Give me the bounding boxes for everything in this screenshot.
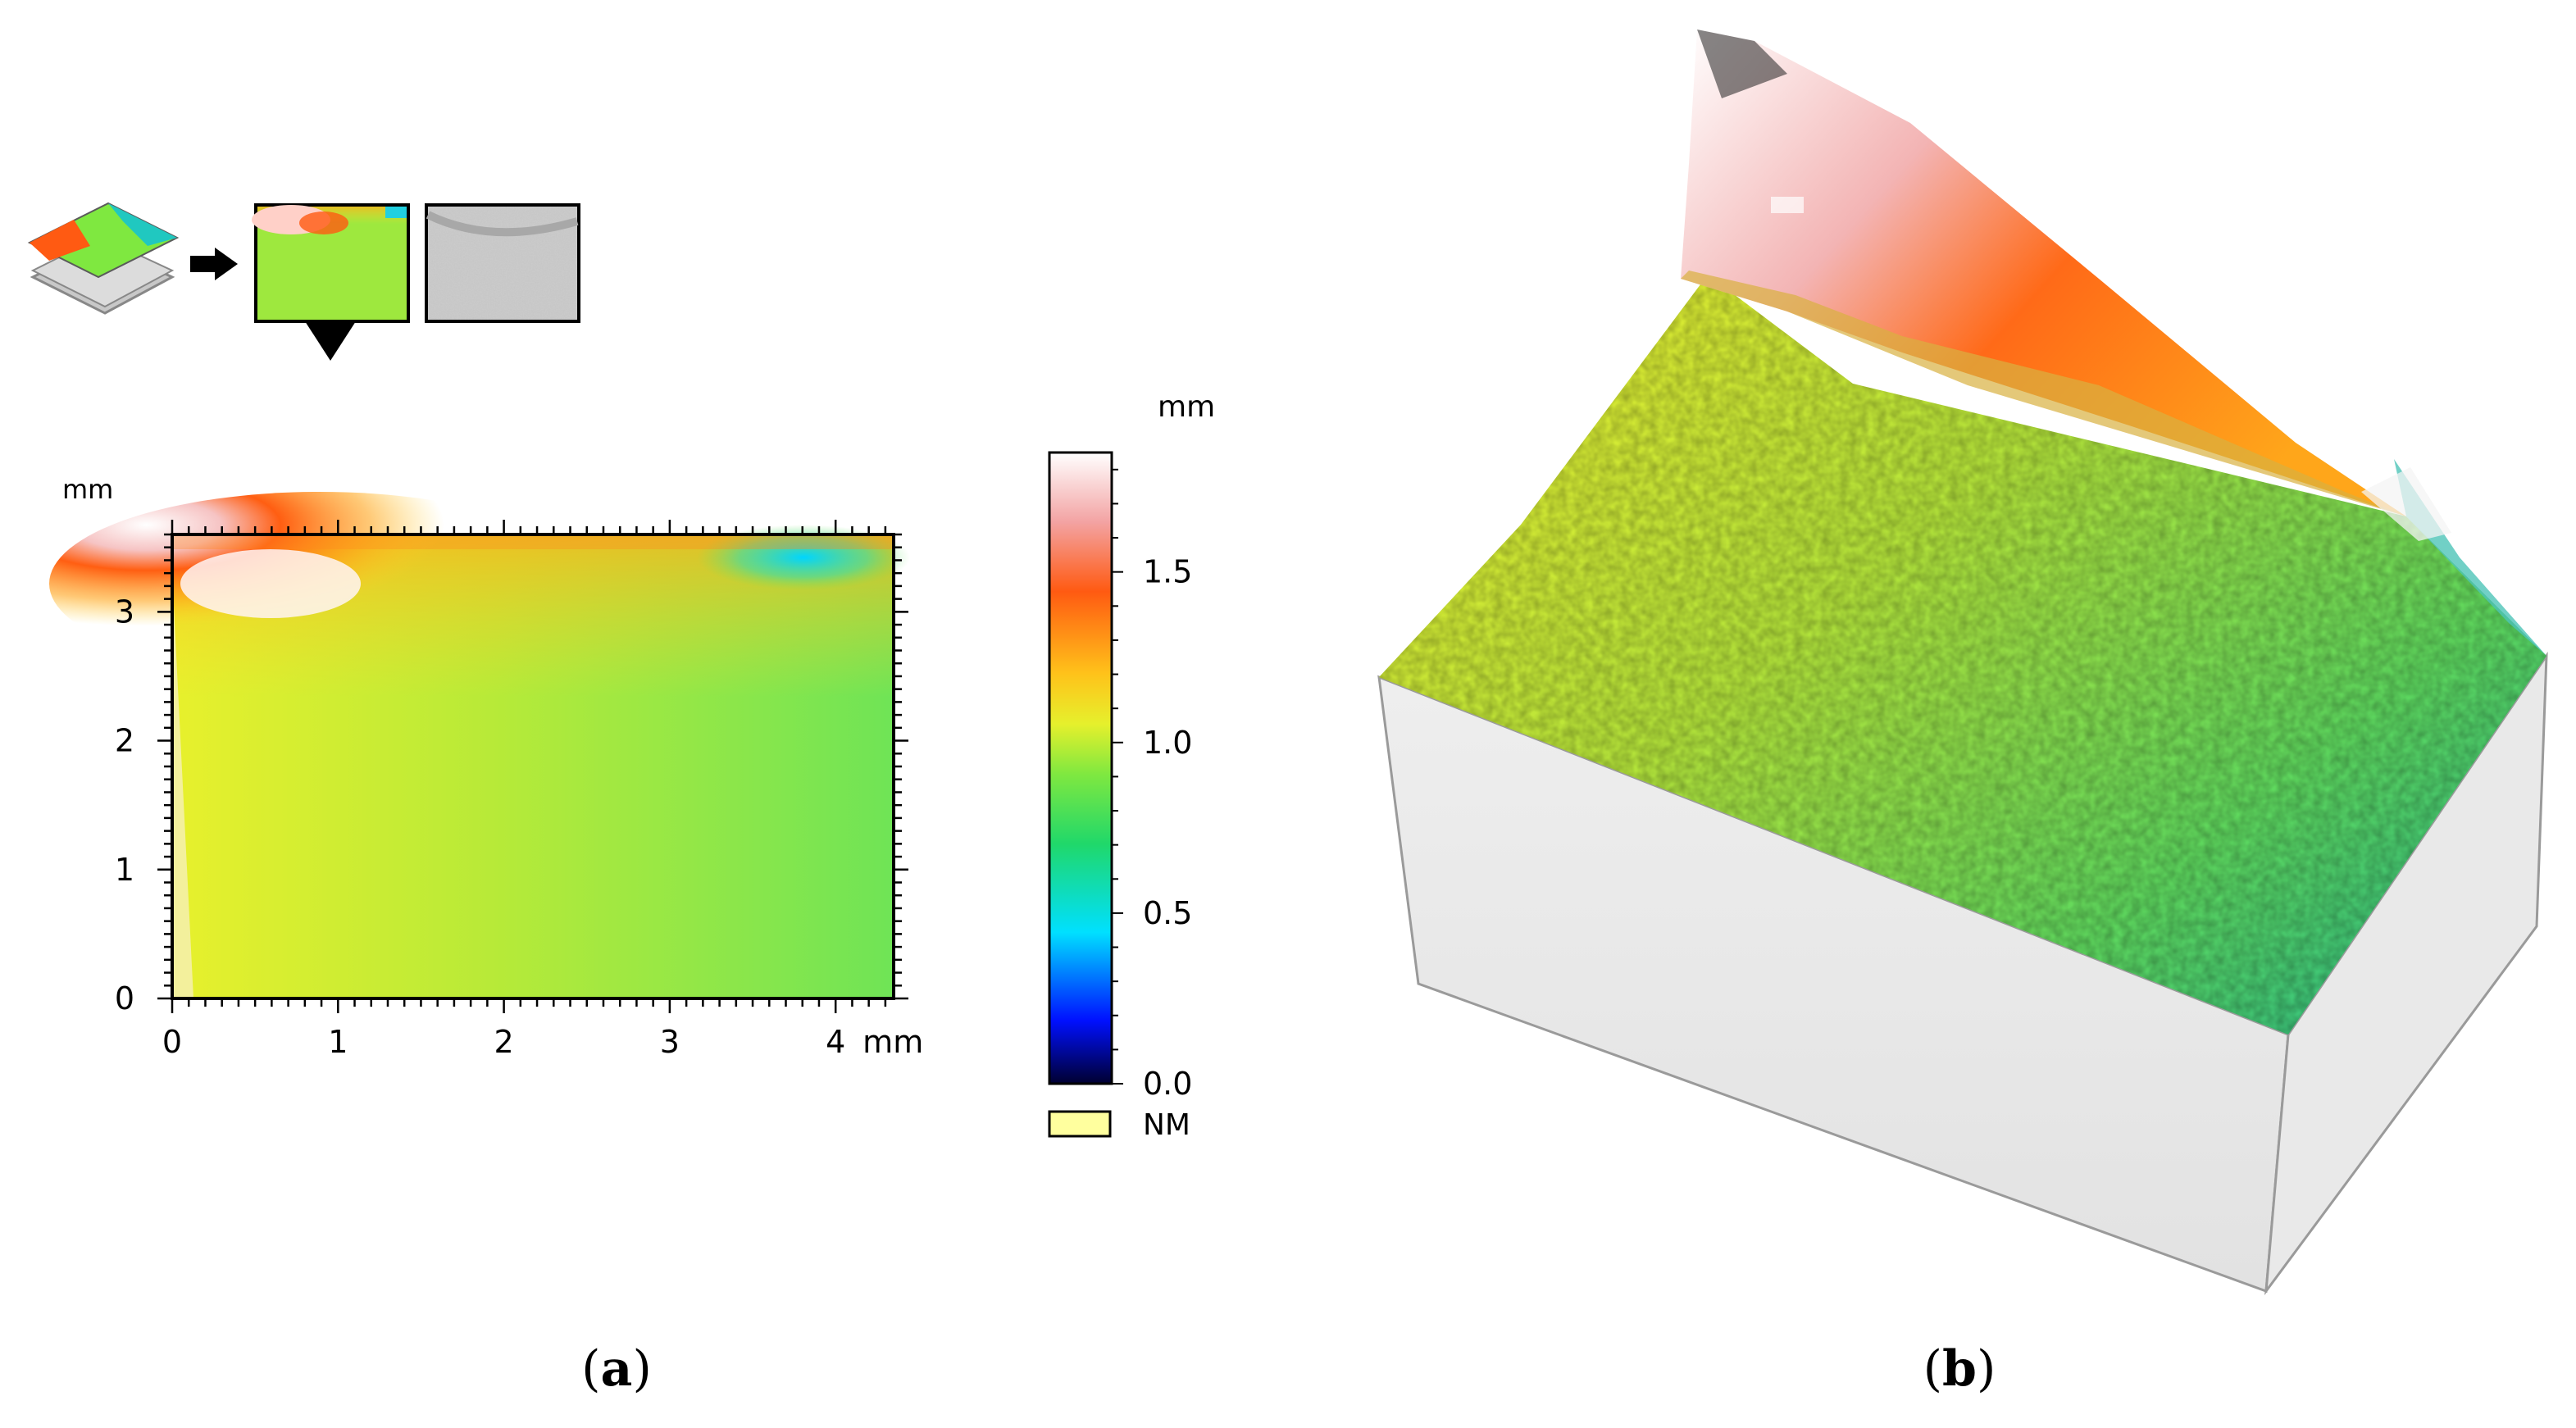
panel-b-label: (b): [1923, 1340, 1996, 1398]
heatmap-axes: 0 1 2 3 4 mm 0 1 2 3: [115, 520, 923, 1060]
gray-map-thumb: [425, 203, 580, 323]
y-unit-label: mm: [62, 474, 113, 505]
colorbar-ticks: 0.0 0.5 1.0 1.5: [1112, 468, 1192, 1102]
x-tick-label: 3: [660, 1024, 680, 1060]
y-tick-label: 2: [115, 723, 134, 759]
heatmap-chart: mm 0 1 2 3 4 mm 0 1 2 3: [49, 474, 923, 1060]
colorbar-gradient: [1048, 451, 1113, 1085]
x-tick-label: 4: [826, 1024, 845, 1060]
triangle-down-icon: [305, 321, 356, 361]
surface-ridge-shadow: [1681, 271, 2406, 516]
x-tick-label: 0: [162, 1024, 182, 1060]
x-tick-label: 2: [494, 1024, 514, 1060]
colorbar-unit-label: mm: [1158, 390, 1215, 424]
colorbar: mm 0.0 0.5 1.0 1.5 NM: [1048, 390, 1215, 1142]
heatmap-plot: [49, 492, 910, 998]
colorbar-tick-label: 0.5: [1143, 895, 1192, 931]
colorbar-tick-label: 1.5: [1143, 554, 1192, 590]
y-tick-label: 0: [115, 980, 134, 1016]
nm-label: NM: [1143, 1108, 1190, 1142]
x-unit-label: mm: [862, 1024, 923, 1060]
layers-icon: [27, 202, 180, 315]
x-tick-label: 1: [328, 1024, 348, 1060]
y-tick-label: 3: [115, 593, 134, 630]
colorbar-tick-label: 1.0: [1143, 725, 1192, 761]
colorbar-tick-label: 0.0: [1143, 1066, 1192, 1102]
panel-a-label: (a): [581, 1340, 652, 1398]
height-map-thumb: [252, 203, 410, 361]
workflow-icons: [27, 202, 580, 361]
nm-swatch: [1048, 1110, 1112, 1138]
y-tick-label: 1: [115, 852, 134, 888]
surface-3d-view: [1377, 30, 2548, 1296]
arrow-right-icon: [190, 248, 238, 280]
surface-ridge: [1681, 30, 2406, 516]
